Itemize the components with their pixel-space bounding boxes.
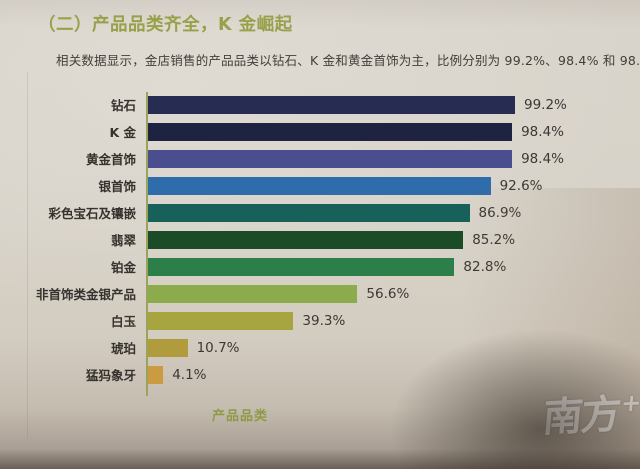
page-title: （二）产品品类齐全，K 金崛起 — [38, 15, 293, 35]
bar — [148, 338, 188, 357]
category-label: 彩色宝石及镶嵌 — [48, 206, 136, 221]
bar — [148, 149, 513, 168]
category-label: 白玉 — [110, 314, 136, 329]
value-label: 10.7% — [196, 339, 240, 356]
bar — [148, 203, 470, 222]
watermark-plus-icon: + — [619, 388, 640, 418]
chart-row: 猛犸象牙 4.1% — [36, 361, 608, 388]
bar-area: 56.6% — [146, 284, 608, 303]
photo-page-edge — [27, 72, 28, 438]
page-subtitle: 相关数据显示，金店销售的产品品类以钻石、K 金和黄金首饰为主，比例分别为 99.… — [56, 53, 640, 68]
bar-area: 98.4% — [146, 122, 608, 141]
value-label: 56.6% — [366, 285, 410, 302]
bar — [148, 230, 464, 249]
chart-rows: 钻石 99.2% K 金 98.4% 黄金首饰 98.4% 银首饰 92.6% 彩色宝石及镶嵌 8… — [36, 91, 608, 388]
category-label: 琥珀 — [110, 341, 136, 356]
chart-row: 银首饰 92.6% — [36, 172, 608, 199]
photo-bottom-edge — [0, 449, 640, 469]
nanfangplus-watermark-logo: 南方+ — [540, 388, 640, 443]
chart-row: 白玉 39.3% — [36, 307, 608, 334]
value-label: 85.2% — [472, 231, 516, 248]
bar-area: 86.9% — [146, 203, 608, 222]
category-label: 翡翠 — [110, 233, 136, 248]
value-label: 39.3% — [302, 312, 346, 329]
value-label: 99.2% — [524, 96, 567, 113]
chart-row: K 金 98.4% — [36, 118, 608, 145]
bar-area: 82.8% — [146, 257, 608, 276]
bar-area: 10.7% — [146, 338, 608, 357]
value-label: 98.4% — [521, 123, 564, 140]
category-label: 铂金 — [110, 260, 136, 275]
bar — [148, 284, 358, 303]
category-label: 非首饰类金银产品 — [36, 287, 137, 302]
category-label: 猛犸象牙 — [85, 368, 136, 383]
chart-row: 钻石 99.2% — [36, 91, 608, 118]
chart-row: 翡翠 85.2% — [36, 226, 608, 253]
chart-row: 彩色宝石及镶嵌 86.9% — [36, 199, 608, 226]
y-axis-line — [146, 92, 148, 396]
category-label: 钻石 — [110, 98, 136, 113]
chart-row: 非首饰类金银产品 56.6% — [36, 280, 608, 307]
value-label: 4.1% — [172, 366, 207, 383]
chart-row: 黄金首饰 98.4% — [36, 145, 608, 172]
bar — [148, 311, 294, 330]
category-label: 黄金首饰 — [85, 152, 136, 167]
bar — [148, 257, 455, 276]
category-label: K 金 — [109, 125, 136, 140]
value-label: 92.6% — [499, 177, 543, 194]
x-axis-title: 产品品类 — [212, 409, 269, 424]
bar-area: 98.4% — [146, 149, 608, 168]
chart-row: 铂金 82.8% — [36, 253, 608, 280]
bar-area: 85.2% — [146, 230, 608, 249]
bar-area: 99.2% — [146, 95, 608, 114]
bar-area: 39.3% — [146, 311, 608, 330]
bar — [148, 95, 515, 114]
bar — [148, 365, 164, 384]
watermark-text: 南方 — [540, 391, 622, 442]
bar-area: 4.1% — [146, 365, 608, 384]
category-label: 银首饰 — [98, 179, 136, 194]
value-label: 82.8% — [463, 258, 507, 275]
bar-chart: 钻石 99.2% K 金 98.4% 黄金首饰 98.4% 银首饰 92.6% 彩色宝石及镶嵌 8… — [36, 91, 608, 396]
value-label: 86.9% — [478, 204, 522, 221]
bar-area: 92.6% — [146, 176, 608, 195]
bar — [148, 122, 513, 141]
bar — [148, 176, 491, 195]
chart-row: 琥珀 10.7% — [36, 334, 608, 361]
value-label: 98.4% — [521, 150, 564, 167]
